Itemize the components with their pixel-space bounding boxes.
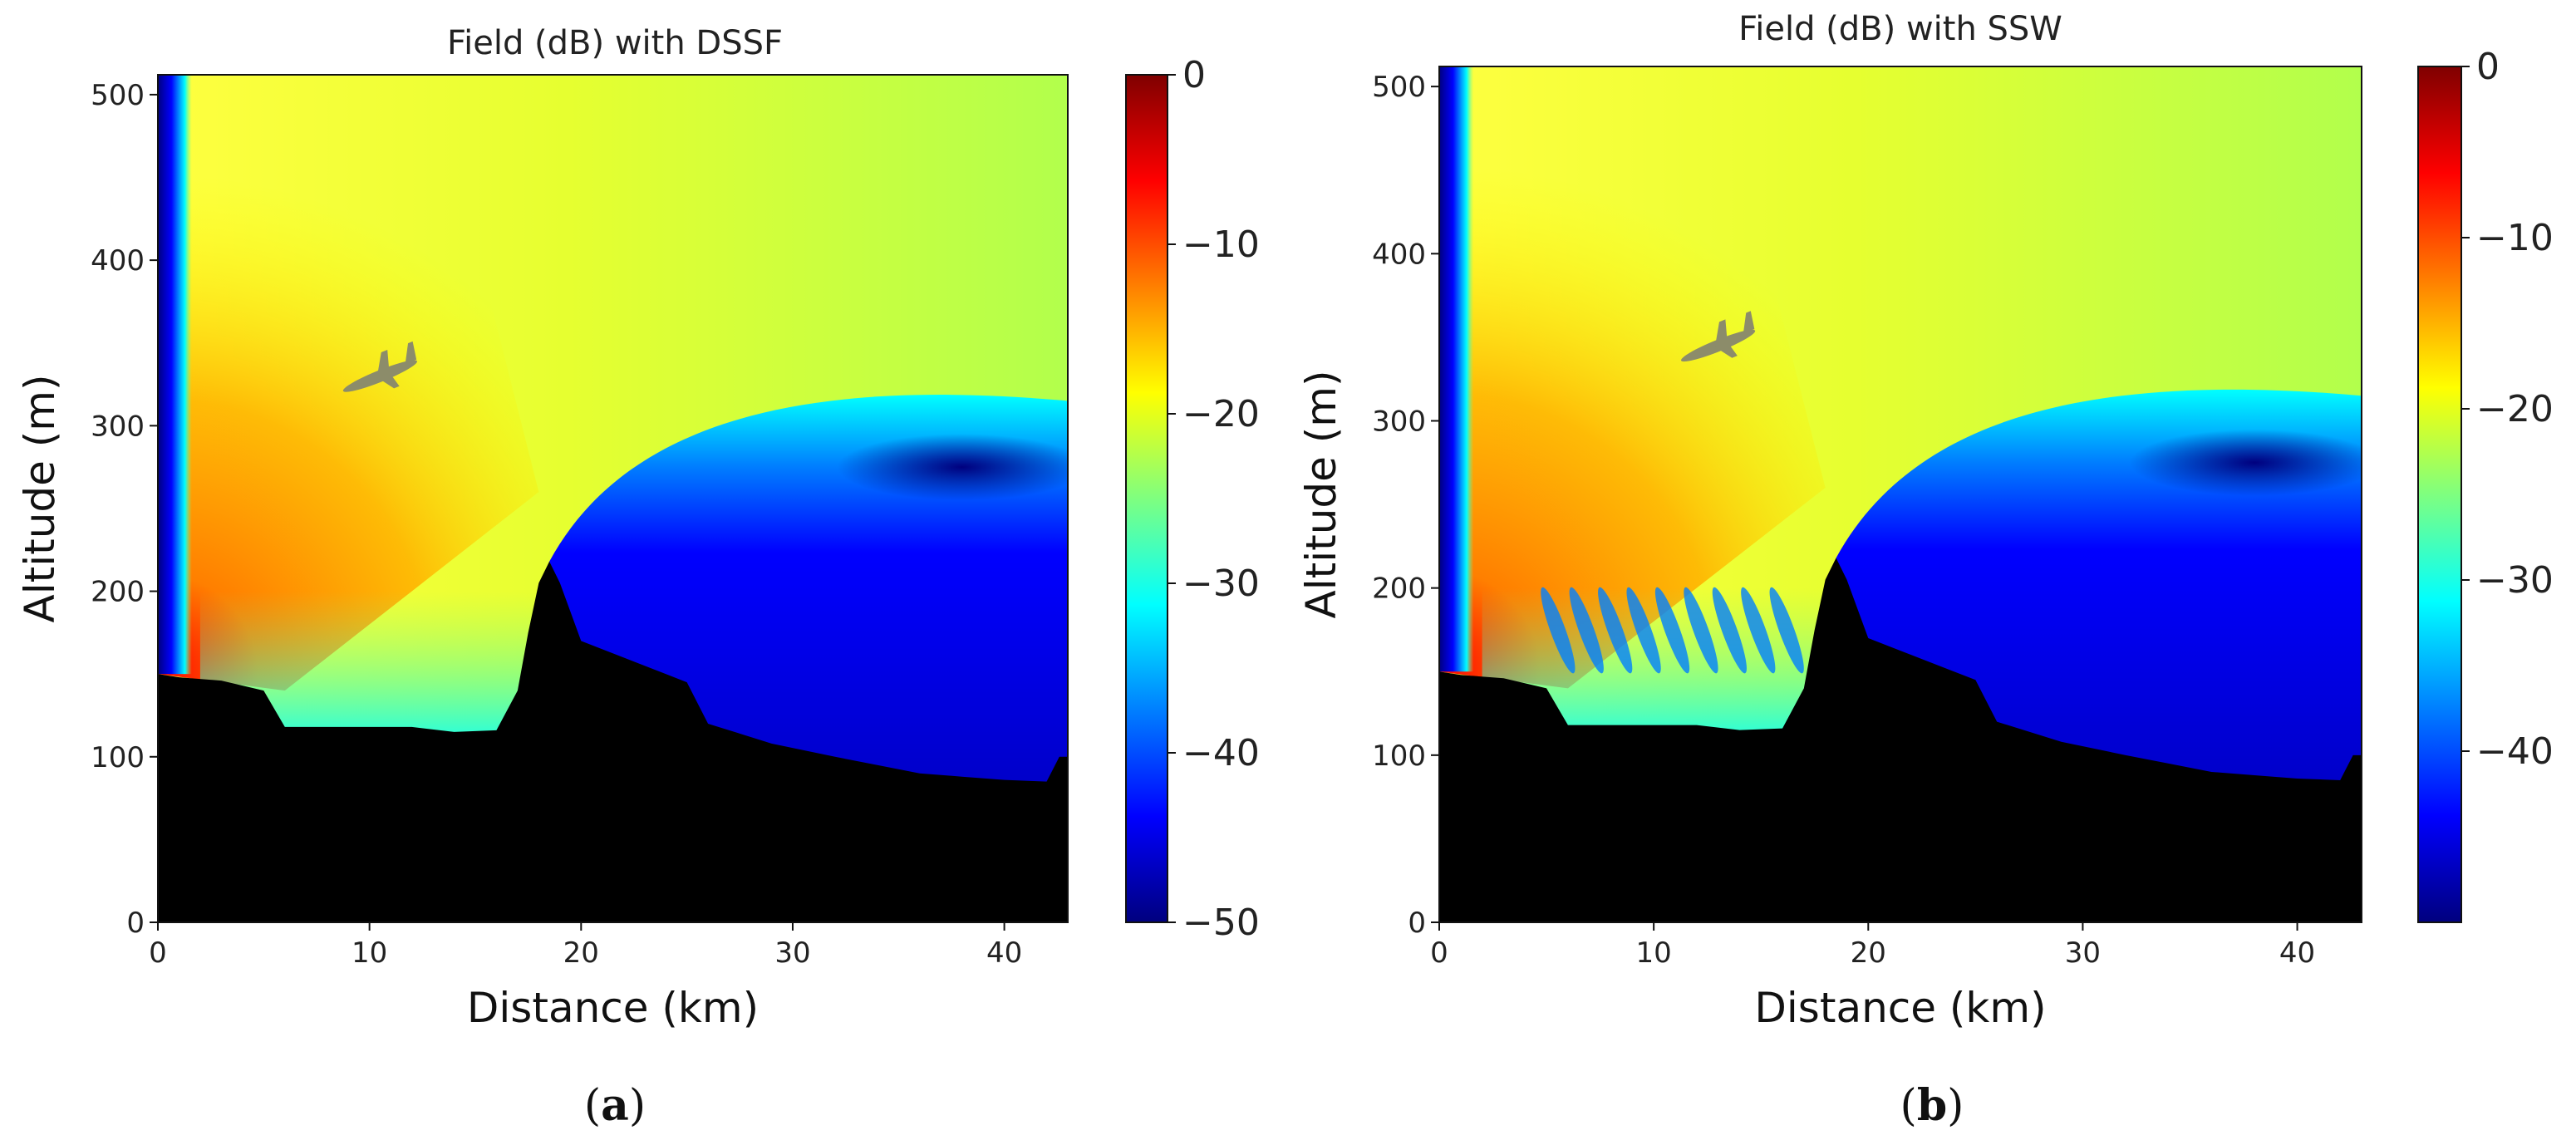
- interference-fringe: [1598, 587, 1633, 674]
- colorbar-tick-label: −30: [2476, 559, 2554, 602]
- heatmap-field: [1439, 66, 2362, 922]
- x-tick-label: 30: [2065, 936, 2101, 970]
- aircraft-icon: [1680, 311, 1756, 362]
- main-beam: [1439, 66, 1826, 689]
- plot-frame: [157, 74, 1069, 923]
- colorbar-tick-label: 0: [1182, 54, 1206, 96]
- interference-fringe: [1769, 587, 1804, 674]
- y-tick-label: 200: [1372, 572, 1426, 606]
- x-tick-label: 10: [351, 936, 387, 970]
- colorbar-tick-label: −20: [1182, 393, 1260, 435]
- x-axis-label: Distance (km): [1754, 984, 2046, 1032]
- y-tick-label: 100: [1372, 740, 1426, 773]
- y-tick-label: 200: [91, 576, 145, 609]
- colorbar-tick-label: −10: [1182, 224, 1260, 266]
- interference-fringe: [1626, 587, 1661, 674]
- heatmap-field: [158, 75, 1068, 922]
- x-tick-label: 10: [1636, 936, 1672, 970]
- caption-a: (a): [583, 1080, 646, 1131]
- main-beam: [158, 75, 539, 691]
- colorbar-tick-label: −40: [1182, 732, 1260, 774]
- near-field-strip: [158, 75, 192, 675]
- shadow-dark-core: [837, 434, 1068, 501]
- y-tick-label: 0: [126, 907, 145, 940]
- terrain: [158, 561, 1068, 922]
- x-tick-label: 0: [1430, 936, 1448, 970]
- shadow-dark-core: [2129, 429, 2362, 496]
- y-tick-label: 400: [1372, 238, 1426, 271]
- interference-fringe: [1684, 587, 1718, 674]
- interference-fringe: [1712, 587, 1747, 674]
- interference-fringe: [1569, 587, 1604, 674]
- plot-frame: [1438, 66, 2362, 923]
- x-tick-label: 40: [2279, 936, 2315, 970]
- chart-title: Field (dB) with SSW: [1738, 10, 2062, 48]
- x-tick-label: 0: [149, 936, 167, 970]
- y-axis-label: Altitude (m): [16, 375, 64, 623]
- y-tick-label: 300: [1372, 405, 1426, 438]
- x-axis-label: Distance (km): [467, 984, 759, 1032]
- y-tick-label: 100: [91, 741, 145, 774]
- colorbar-tick-label: 0: [2476, 46, 2500, 88]
- y-axis-label: Altitude (m): [1297, 371, 1345, 619]
- chart-title: Field (dB) with DSSF: [447, 24, 783, 62]
- colorbar-tick-label: −40: [2476, 730, 2554, 773]
- colorbar-tick-label: −10: [2476, 217, 2554, 259]
- aircraft-icon: [342, 341, 417, 392]
- colorbar-tick-label: −50: [1182, 902, 1260, 944]
- interference-fringe: [1654, 587, 1690, 674]
- interference-fringe: [1541, 587, 1576, 674]
- colorbar: [1125, 74, 1168, 923]
- x-tick-label: 20: [563, 936, 599, 970]
- caption-b: (b): [1900, 1080, 1964, 1131]
- colorbar-tick-label: −30: [1182, 563, 1260, 605]
- x-tick-label: 40: [986, 936, 1022, 970]
- interference-fringe: [1741, 587, 1776, 674]
- near-field-strip: [1439, 66, 1474, 672]
- terrain: [1439, 558, 2362, 922]
- colorbar-tick-label: −20: [2476, 388, 2554, 430]
- x-tick-label: 20: [1851, 936, 1886, 970]
- y-tick-label: 300: [91, 410, 145, 443]
- y-tick-label: 500: [91, 79, 145, 112]
- colorbar: [2417, 66, 2462, 923]
- y-tick-label: 0: [1408, 907, 1426, 940]
- y-tick-label: 400: [91, 244, 145, 278]
- x-tick-label: 30: [774, 936, 810, 970]
- y-tick-label: 500: [1372, 71, 1426, 104]
